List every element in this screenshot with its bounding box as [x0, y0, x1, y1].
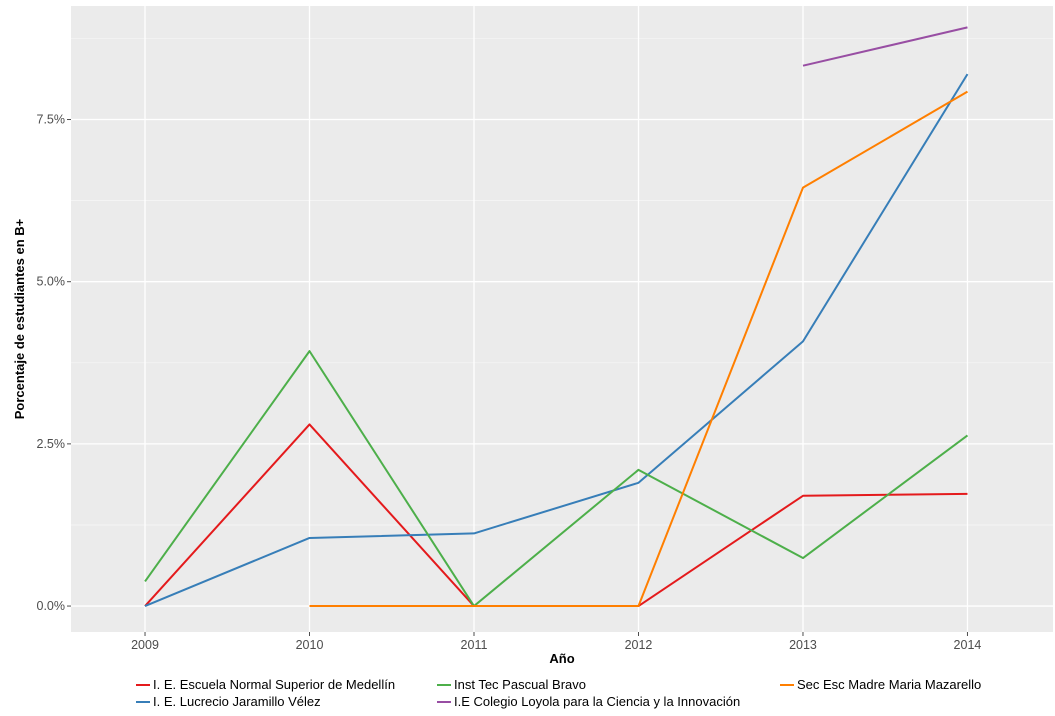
x-axis-title: Año [549, 651, 574, 666]
series-line [144, 350, 969, 608]
y-tick-label: 2.5% [37, 437, 66, 451]
x-tick-label: 2014 [954, 638, 982, 652]
x-axis-ticks: 2009 2010 2011 2012 2013 2014 [131, 632, 981, 652]
y-axis-ticks: 0.0% 2.5% 5.0% 7.5% [37, 113, 71, 613]
y-tick-label: 0.0% [37, 599, 66, 613]
legend: I. E. Escuela Normal Superior de Medellí… [136, 677, 981, 709]
panel-background [71, 6, 1053, 632]
x-tick-label: 2011 [461, 638, 488, 652]
x-tick-label: 2009 [131, 638, 159, 652]
legend-label: I. E. Lucrecio Jaramillo Vélez [153, 694, 321, 709]
legend-label: Inst Tec Pascual Bravo [454, 677, 586, 692]
series-line [802, 26, 968, 67]
legend-label: I. E. Escuela Normal Superior de Medellí… [153, 677, 395, 692]
grid-minor [71, 38, 1053, 526]
y-tick-label: 5.0% [37, 275, 66, 289]
series-line [144, 73, 969, 607]
series-lines [144, 26, 969, 608]
x-tick-label: 2013 [789, 638, 817, 652]
x-tick-label: 2012 [625, 638, 653, 652]
legend-label: Sec Esc Madre Maria Mazarello [797, 677, 981, 692]
y-tick-label: 7.5% [37, 113, 66, 127]
series-line [309, 90, 968, 608]
x-tick-label: 2010 [296, 638, 324, 652]
legend-label: I.E Colegio Loyola para la Ciencia y la … [454, 694, 740, 709]
y-axis-title: Porcentaje de estudiantes en B+ [12, 218, 27, 419]
